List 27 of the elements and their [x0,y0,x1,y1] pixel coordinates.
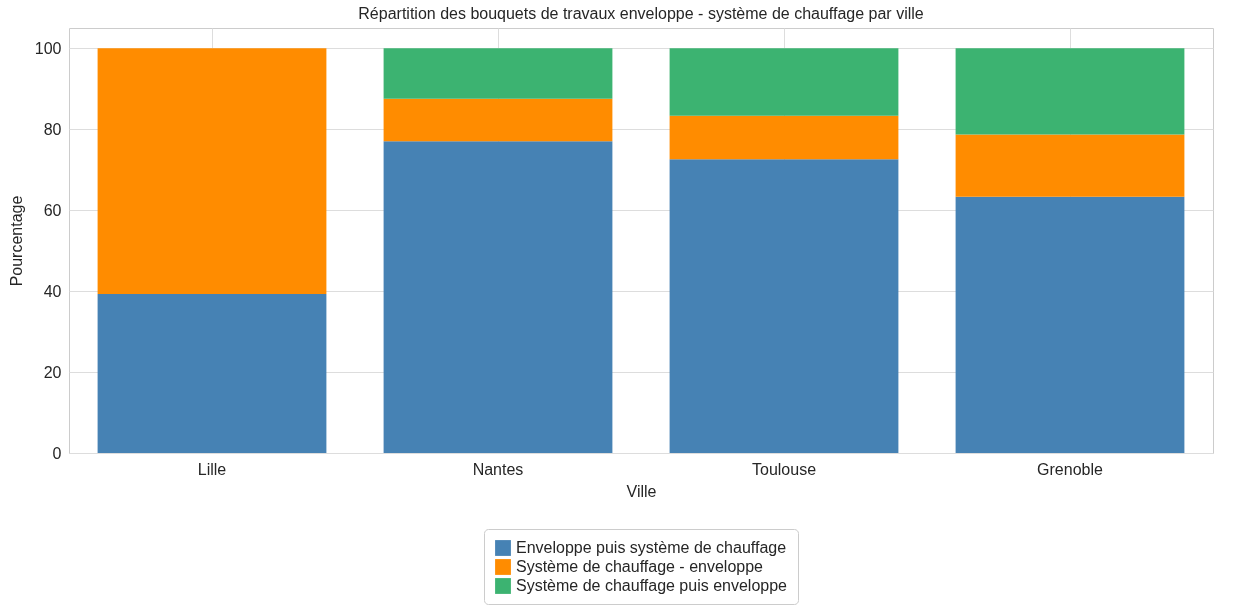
y-tick-label: 40 [43,282,62,300]
y-tick-label: 60 [43,201,62,219]
bar [669,159,899,453]
legend-label: Système de chauffage - enveloppe [516,558,764,575]
bar [669,115,899,160]
bar [955,48,1185,135]
y-tick-label: 80 [43,120,62,138]
bar [955,134,1185,197]
y-tick-label: 20 [43,363,62,381]
y-axis-title: Pourcentage [7,195,25,287]
chart-title: Répartition des bouquets de travaux enveloppe - système de chauffage par ville [358,5,924,22]
x-tick-label: Grenoble [1037,460,1104,478]
y-tick-label: 100 [34,39,62,57]
x-tick-label: Toulouse [751,460,817,478]
x-tick-label: Nantes [472,460,524,478]
bar [669,48,899,116]
x-axis-title: Ville [626,482,657,500]
legend-label: Enveloppe puis système de chauffage [516,539,787,556]
bar [955,196,1185,453]
bar [383,98,613,142]
y-tick-label: 0 [52,444,62,462]
x-tick-label: Lille [197,460,227,478]
legend-label: Système de chauffage puis enveloppe [516,577,788,594]
bar [383,48,613,99]
bar [97,48,327,294]
bar [383,141,613,453]
bar [97,293,327,453]
